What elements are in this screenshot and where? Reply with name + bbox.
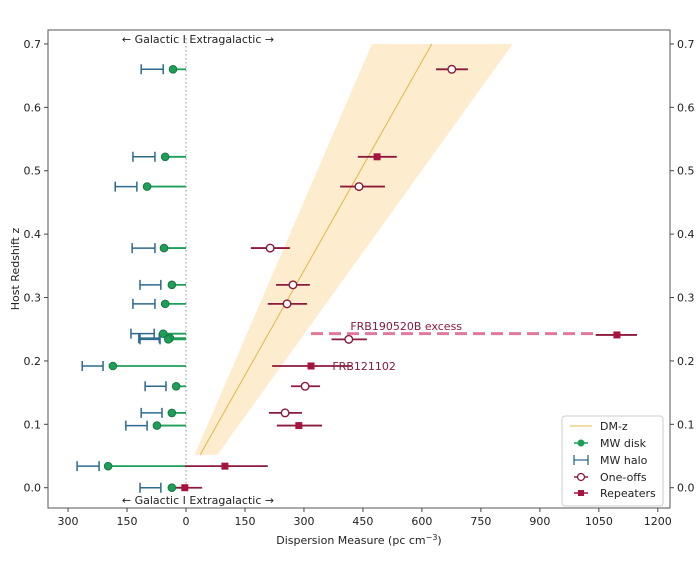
y-tick-label: 0.1 bbox=[24, 418, 42, 431]
oneoff-point bbox=[354, 182, 364, 192]
mw-disk-point bbox=[159, 243, 169, 253]
mw-disk-point bbox=[160, 152, 170, 162]
dmz-line bbox=[199, 43, 433, 455]
y-tick-label: 0.0 bbox=[677, 482, 695, 495]
oneoff-point bbox=[344, 334, 354, 344]
legend-disk-swatch bbox=[577, 439, 585, 447]
oneoff-point bbox=[300, 381, 310, 391]
y-tick-label: 0.6 bbox=[24, 101, 42, 114]
oneoff-point bbox=[280, 408, 290, 418]
oneoff-point bbox=[265, 243, 275, 253]
y-tick-label: 0.3 bbox=[677, 292, 695, 305]
mw-halo-errorbar bbox=[131, 243, 156, 254]
y-tick-label: 0.7 bbox=[677, 38, 695, 51]
mw-disk-point bbox=[158, 329, 168, 338]
y-tick-label: 0.5 bbox=[677, 165, 695, 178]
mw-halo-errorbar bbox=[140, 407, 163, 418]
legend-oneoffs: One-offs bbox=[600, 471, 647, 484]
mw-disk-point bbox=[167, 408, 177, 418]
mw-disk-point bbox=[164, 335, 173, 344]
oneoff-point bbox=[447, 64, 457, 74]
mw-halo-errorbar bbox=[114, 181, 138, 192]
repeater-point bbox=[613, 331, 621, 339]
annotation-label: FRB190520B excess bbox=[350, 320, 462, 333]
x-tick-label: 0 bbox=[183, 515, 190, 528]
dmz-uncertainty-band bbox=[194, 43, 513, 455]
legend-oneoff-swatch bbox=[576, 472, 586, 482]
mw-disk-point bbox=[103, 461, 113, 471]
legend: DM-z MW disk MW halo One-offs Repeaters bbox=[561, 415, 664, 507]
mw-halo-errorbar bbox=[130, 328, 155, 339]
oneoff-point bbox=[288, 280, 298, 290]
legend-repeaters: Repeaters bbox=[600, 487, 656, 500]
x-tick-label: 300 bbox=[293, 515, 314, 528]
legend-dmz: DM-z bbox=[600, 420, 628, 433]
mw-halo-errorbar bbox=[140, 64, 164, 75]
legend-halo: MW halo bbox=[600, 454, 648, 467]
repeater-point bbox=[295, 422, 303, 430]
mw-disk-point bbox=[171, 381, 181, 391]
mw-disk-point bbox=[152, 421, 162, 430]
x-tick-label: 300 bbox=[58, 515, 79, 528]
mw-disk-point bbox=[142, 182, 152, 191]
mw-halo-errorbar bbox=[138, 333, 161, 344]
x-tick-label: 900 bbox=[529, 515, 550, 528]
y-tick-label: 0.7 bbox=[24, 38, 42, 51]
mw-halo-errorbar bbox=[125, 420, 148, 431]
repeater-point bbox=[307, 362, 315, 370]
y-tick-label: 0.4 bbox=[677, 228, 695, 241]
y-tick-label: 0.1 bbox=[677, 418, 695, 431]
mw-disk-point bbox=[108, 361, 118, 371]
y-axis-label: Host Redshift z bbox=[9, 228, 22, 311]
legend-repeater-swatch bbox=[578, 490, 584, 496]
repeater-point bbox=[221, 462, 229, 470]
plot-frame bbox=[47, 29, 671, 509]
x-tick-label: 450 bbox=[352, 515, 373, 528]
x-axis-label: Dispersion Measure (pc cm−3) bbox=[276, 533, 441, 547]
y-tick-label: 0.6 bbox=[677, 101, 695, 114]
x-tick-label: 150 bbox=[234, 515, 255, 528]
y-tick-label: 0.4 bbox=[24, 228, 42, 241]
mw-halo-errorbar bbox=[139, 334, 161, 345]
oneoff-point bbox=[282, 299, 292, 309]
x-tick-label: 750 bbox=[470, 515, 491, 528]
repeater-point bbox=[373, 153, 381, 161]
mw-halo-errorbar bbox=[139, 279, 162, 290]
y-tick-label: 0.2 bbox=[24, 355, 42, 368]
x-tick-label: 150 bbox=[117, 515, 138, 528]
mw-disk-point bbox=[168, 65, 178, 74]
divider-label-bottom: ← Galactic I Extragalactic → bbox=[122, 494, 274, 507]
mw-disk-point bbox=[167, 280, 177, 290]
mw-disk-point bbox=[167, 483, 177, 493]
annotation-label: FRB121102 bbox=[332, 360, 396, 373]
mw-halo-errorbar bbox=[139, 482, 162, 493]
y-tick-label: 0.2 bbox=[677, 355, 695, 368]
divider-label-top: ← Galactic I Extragalactic → bbox=[122, 33, 274, 46]
legend-disk: MW disk bbox=[600, 437, 647, 450]
x-tick-label: 600 bbox=[411, 515, 432, 528]
mw-halo-errorbar bbox=[132, 298, 156, 309]
y-tick-label: 0.3 bbox=[24, 292, 42, 305]
mw-halo-errorbar bbox=[132, 151, 156, 162]
mw-disk-point bbox=[160, 299, 170, 309]
mw-halo-errorbar bbox=[76, 461, 100, 472]
legend-halo-swatch bbox=[573, 455, 589, 465]
mw-halo-errorbar bbox=[144, 381, 167, 392]
y-tick-label: 0.0 bbox=[24, 482, 42, 495]
x-tick-label: 1050 bbox=[585, 515, 613, 528]
x-tick-label: 1200 bbox=[644, 515, 672, 528]
repeater-point bbox=[181, 484, 189, 492]
mw-halo-errorbar bbox=[81, 360, 104, 371]
y-tick-label: 0.5 bbox=[24, 165, 42, 178]
